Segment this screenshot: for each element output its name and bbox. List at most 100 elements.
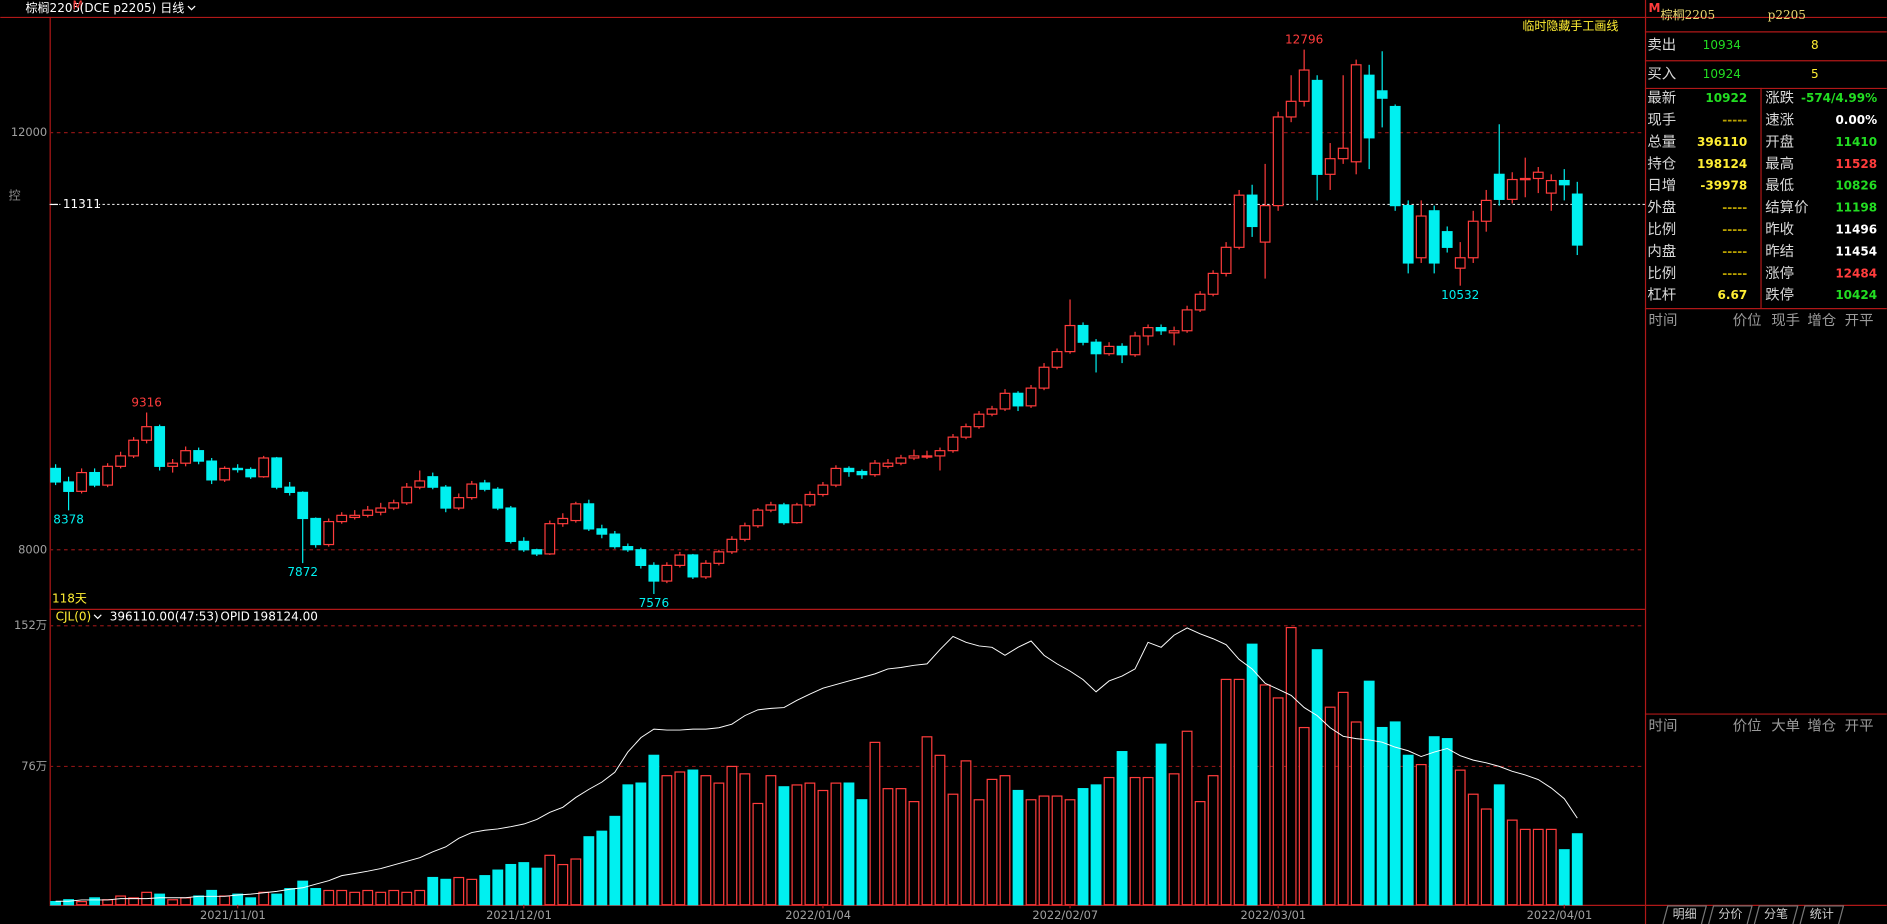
volume-bar <box>947 793 959 906</box>
quote-title: 棕桐2205 <box>1661 7 1716 22</box>
volume-bar <box>1155 743 1167 906</box>
quote-value: 0.00% <box>1835 113 1877 127</box>
candle-body <box>1337 147 1349 160</box>
quote-value: 11528 <box>1835 157 1877 171</box>
candle-body <box>1363 74 1375 139</box>
volume-bar <box>596 830 608 906</box>
x-tick-label: 2022/03/01 <box>1240 908 1306 922</box>
candle-body <box>1454 257 1466 269</box>
volume-bar <box>466 878 478 906</box>
quote-value: 198124 <box>1697 157 1747 171</box>
quote-label: 最新 <box>1647 90 1676 107</box>
volume-bar <box>544 854 556 906</box>
candle-body <box>1467 220 1479 259</box>
candle-body <box>63 481 75 492</box>
volume-bar <box>1077 788 1089 906</box>
volume-bar <box>50 901 62 906</box>
volume-bar <box>999 775 1011 906</box>
volume-bar <box>115 895 127 906</box>
volume-bar <box>700 775 712 906</box>
candle-body <box>206 460 218 481</box>
candle-body <box>1493 173 1505 200</box>
candle-body <box>1532 171 1544 180</box>
quote-value: 11496 <box>1835 223 1877 237</box>
volume-bar <box>102 899 114 906</box>
volume-bar <box>89 897 101 906</box>
quote-label: 最低 <box>1765 177 1794 194</box>
volume-bar <box>336 889 348 906</box>
candle-body <box>1207 272 1219 295</box>
volume-bar <box>1558 849 1570 906</box>
candle-body <box>1519 177 1531 181</box>
volume-bar <box>726 765 738 906</box>
column-header: 时间 <box>1649 718 1678 735</box>
column-header: 增仓 <box>1807 312 1836 329</box>
x-tick-label: 2022/02/07 <box>1032 908 1098 922</box>
volume-bar <box>635 782 647 906</box>
candle-body <box>427 476 439 488</box>
candle-body <box>1051 351 1063 368</box>
candle-body <box>1285 100 1297 118</box>
quote-label: 杠杆 <box>1647 287 1676 304</box>
oi-name: OPID <box>220 610 250 624</box>
volume-bar <box>1480 808 1492 906</box>
quote-label: 结算价 <box>1765 199 1808 216</box>
quote-value: -574/4.99% <box>1801 91 1877 105</box>
volume-bar <box>1064 799 1076 906</box>
candle-body <box>1480 199 1492 222</box>
volume-bar <box>128 897 140 906</box>
volume-bar <box>1350 721 1362 906</box>
candle-body <box>362 509 374 516</box>
side-label: 控 <box>9 189 21 203</box>
indicator-selector[interactable]: CJL(0) <box>56 610 102 624</box>
volume-bar <box>154 893 166 906</box>
extreme-label: 9316 <box>131 395 162 409</box>
tab[interactable]: 分价 <box>1718 907 1742 921</box>
volume-bar <box>453 876 465 906</box>
column-header: 增仓 <box>1807 718 1836 735</box>
tab[interactable]: 分笔 <box>1764 906 1788 921</box>
bid-label: 买入 <box>1647 66 1676 83</box>
quote-value: 11454 <box>1835 244 1877 258</box>
tab[interactable]: 统计 <box>1810 907 1834 921</box>
volume-bar <box>362 889 374 906</box>
volume-bar <box>271 893 283 906</box>
volume-bar <box>1324 706 1336 906</box>
volume-bar <box>765 775 777 906</box>
quote-label: 昨收 <box>1765 221 1794 238</box>
volume-bar <box>1467 793 1479 906</box>
volume-bar <box>648 754 660 906</box>
period-selector[interactable]: 日线 <box>160 1 196 15</box>
bid-price: 10924 <box>1703 67 1741 81</box>
volume-bar <box>1389 721 1401 906</box>
candle-body <box>1558 179 1570 186</box>
candle-body <box>1025 387 1037 407</box>
volume-bar <box>960 760 972 906</box>
quote-value: ----- <box>1722 223 1747 237</box>
candle-body <box>804 493 816 506</box>
volume-bar <box>1545 828 1557 906</box>
candle-body <box>778 504 790 524</box>
tab[interactable]: 明细 <box>1673 907 1697 921</box>
volume-bar <box>1337 691 1349 906</box>
candle-body <box>544 523 556 555</box>
candle-body <box>245 468 257 478</box>
candle-body <box>310 517 322 546</box>
candle-body <box>843 467 855 473</box>
column-header: 价位 <box>1733 312 1762 329</box>
volume-bar <box>817 789 829 906</box>
quote-label: 跌停 <box>1765 287 1794 304</box>
candle-body <box>1142 327 1154 337</box>
tab-shape <box>1662 905 1708 924</box>
candle-body <box>1571 193 1583 246</box>
volume-bar <box>1116 751 1128 906</box>
hide-drawing-toggle[interactable]: 临时隐藏手工画线 <box>1522 19 1618 33</box>
volume-bar <box>1142 776 1154 906</box>
quote-flag: M <box>1649 1 1661 15</box>
candle-body <box>1012 392 1024 407</box>
volume-bar <box>1103 776 1115 906</box>
reference-label-bg <box>60 197 99 212</box>
extreme-label: 10532 <box>1441 288 1479 302</box>
candle-body <box>1129 335 1141 356</box>
